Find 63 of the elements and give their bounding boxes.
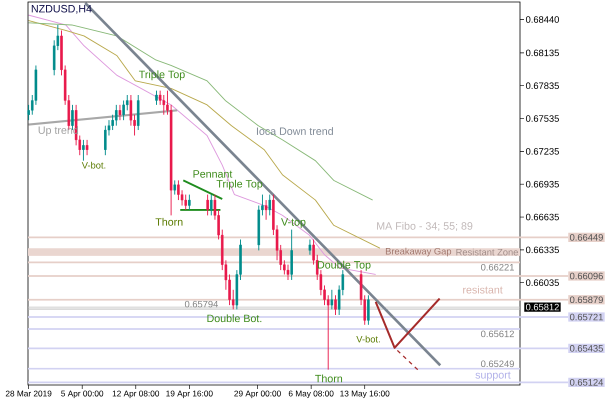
ref-line-label: 0.65794 [184,300,218,308]
ref-line-label: 0.65612 [481,330,514,338]
y-tick-label: 0.66935 [526,180,559,188]
candlestick [330,289,334,310]
x-tick-label: 28 Mar 2019 [6,390,52,396]
candlestick [27,104,30,121]
chart-title: NZDUSD,H4 [32,4,92,14]
ref-line-label: 0.66221 [481,264,514,271]
ref-line-label: 0.65435 [570,345,603,352]
candlestick [158,90,162,106]
candlestick [334,294,337,316]
ref-line-label: 0.66449 [570,234,603,241]
x-tick-label: 19 Apr 16:00 [166,390,213,398]
ref-line-label: 0.65721 [570,314,603,320]
candlestick [286,264,290,280]
annotation: MA Fibo - 34; 55; 89 [377,222,472,231]
candlestick [206,194,209,216]
y-tick-label: 0.66035 [526,279,559,286]
y-tick-label: 0.67835 [526,82,559,90]
ref-line-label: 0.65879 [570,296,603,304]
candlestick [210,194,213,216]
x-tick-label: 29 Apr 00:00 [234,390,281,398]
candlestick [126,94,129,111]
y-tick-label: 0.66335 [526,246,559,254]
candlestick [122,100,125,121]
y-tick-label: 0.67535 [526,115,559,122]
annotation: support [475,372,511,381]
candlestick [264,200,268,220]
candlestick [188,194,191,210]
candlestick [184,194,188,210]
annotation: Breakaway Gap [386,248,452,256]
ref-line-label: 0.66096 [570,272,603,280]
x-tick-label: 5 Apr 00:00 [61,390,104,398]
candlestick [162,94,166,116]
annotation: resistant [463,286,503,294]
candlestick [86,139,88,156]
annotation: V-bot. [82,162,106,169]
annotation: Triple Top [216,180,262,190]
candlestick [118,104,122,121]
candlestick [367,294,370,326]
candlestick [82,139,85,162]
ref-line-label: 0.65124 [570,379,604,386]
y-tick-label: 0.66635 [526,214,559,220]
candlestick [268,194,272,216]
candlestick [173,180,176,196]
y-tick-label: 0.68440 [526,16,559,23]
candlestick [114,104,118,126]
annotation: V-bot. [356,336,380,342]
line-series [28,22,374,201]
x-tick-label: 12 Apr 08:00 [112,390,160,398]
ref-line-label: 0.65249 [481,360,514,368]
y-tick-label: 0.67235 [526,148,559,155]
annotation: Pennant [194,170,232,178]
annotation: Thorn [315,374,342,382]
band-label: Resistant Zone [456,248,518,256]
annotation: Thorn [156,218,182,226]
y-tick-label: 0.68135 [526,50,559,56]
candlestick [155,90,158,106]
ref-line-label: 0.65812 [526,304,559,310]
annotation: Double Bot. [207,314,262,322]
candlestick [308,238,312,256]
x-tick-label: 13 May 16:00 [340,390,390,398]
x-tick-label: 6 May 08:00 [288,390,334,398]
